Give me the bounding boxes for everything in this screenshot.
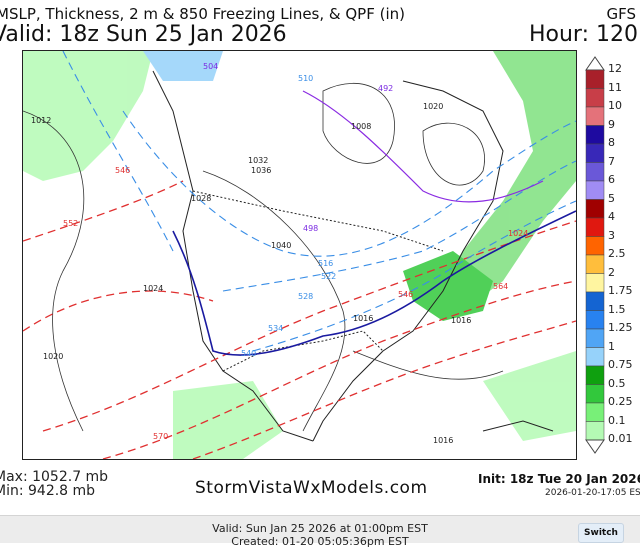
thickness-label: 564 — [493, 282, 508, 291]
pressure-label: 1016 — [433, 436, 453, 445]
thickness-label: 510 — [298, 74, 313, 83]
colorbar-label: 1.75 — [608, 284, 633, 297]
colorbar-swatch — [585, 421, 605, 441]
weather-map: 1012 1016 1020 1024 1028 1032 1036 1040 … — [22, 50, 577, 460]
min-pressure: Min: 942.8 mb — [0, 483, 96, 499]
colorbar-label: 2 — [608, 265, 615, 279]
forecast-hour: Hour: 120 — [528, 22, 638, 47]
colorbar-label: 7 — [608, 154, 615, 168]
colorbar-swatch — [585, 328, 605, 348]
colorbar-label: 12 — [608, 62, 622, 75]
pressure-label: 1028 — [191, 194, 211, 203]
colorbar-swatch — [585, 106, 605, 126]
colorbar-label: 10 — [608, 99, 622, 112]
map-title: MSLP, Thickness, 2 m & 850 Freezing Line… — [0, 5, 405, 23]
colorbar-swatch — [585, 69, 605, 89]
thickness-label: 534 — [268, 324, 283, 333]
pressure-label: 1016 — [451, 316, 471, 325]
pressure-label: 1032 — [248, 156, 268, 165]
pressure-label: 1016 — [353, 314, 373, 323]
colorbar-bottom-arrow — [585, 439, 605, 454]
pressure-label: 1008 — [351, 122, 371, 131]
colorbar-swatch — [585, 291, 605, 311]
colorbar-label: 3 — [608, 228, 615, 242]
colorbar-label: 0.1 — [608, 413, 626, 427]
colorbar-label: 0.01 — [608, 432, 633, 445]
colorbar-swatch — [585, 402, 605, 422]
colorbar-swatch — [585, 162, 605, 182]
colorbar-label: 0.5 — [608, 376, 626, 390]
thickness-label: 570 — [153, 432, 168, 441]
thickness-label: 516 — [318, 259, 333, 268]
brand-name: StormVistaWxModels.com — [195, 478, 428, 498]
bottom-info-bar — [0, 515, 640, 543]
colorbar-label: 5 — [608, 191, 615, 205]
bottom-valid-time: Valid: Sun Jan 25 2026 at 01:00pm EST — [212, 522, 428, 535]
colorbar-swatch — [585, 236, 605, 256]
colorbar-swatch — [585, 180, 605, 200]
colorbar-swatch — [585, 254, 605, 274]
pressure-label: 1040 — [271, 241, 291, 250]
pressure-label: 1020 — [43, 352, 63, 361]
colorbar-label: 6 — [608, 173, 615, 186]
pressure-label: 1012 — [31, 116, 51, 125]
pressure-label: 1024 — [143, 284, 163, 293]
init-time: Init: 18z Tue 20 Jan 2026 — [478, 472, 640, 486]
colorbar-label: 0.25 — [608, 395, 633, 408]
thickness-red — [22, 180, 577, 460]
colorbar-label: 8 — [608, 136, 615, 149]
colorbar-swatch — [585, 384, 605, 404]
qpf-colorbar — [585, 55, 605, 464]
freezing-line-2m — [302, 90, 544, 203]
colorbar-label: 1 — [608, 339, 615, 353]
generated-timestamp: 2026-01-20-17:05 EST — [545, 488, 640, 498]
colorbar-label: 4 — [608, 210, 615, 223]
colorbar-swatch — [585, 125, 605, 145]
thickness-label: 540 — [241, 349, 256, 358]
max-pressure: Max: 1052.7 mb — [0, 469, 109, 485]
colorbar-label: 0.75 — [608, 358, 633, 371]
colorbar-swatch — [585, 273, 605, 293]
colorbar-swatch — [585, 199, 605, 219]
coastlines — [152, 70, 554, 442]
thickness-label: 492 — [378, 84, 393, 93]
colorbar-label: 2.5 — [608, 247, 626, 260]
thickness-label: 528 — [298, 292, 313, 301]
colorbar-label: 11 — [608, 80, 622, 94]
thickness-label: 546 — [115, 166, 130, 175]
thickness-label: 504 — [203, 62, 218, 71]
isobars — [22, 82, 504, 432]
colorbar-swatch — [585, 217, 605, 237]
pressure-label: 1036 — [251, 166, 271, 175]
qpf-shading — [23, 51, 576, 459]
thickness-label: 498 — [303, 224, 318, 233]
thickness-label: 522 — [321, 272, 336, 281]
freezing-line-850 — [172, 210, 577, 356]
pressure-label: 1020 — [423, 102, 443, 111]
colorbar-label: 9 — [608, 117, 615, 131]
colorbar-swatch — [585, 365, 605, 385]
thickness-label: 552 — [63, 219, 78, 228]
colorbar-label: 1.5 — [608, 302, 626, 316]
colorbar-label: 1.25 — [608, 321, 633, 334]
colorbar-swatch — [585, 88, 605, 108]
colorbar-swatch — [585, 347, 605, 367]
thickness-label: 1024 — [508, 229, 528, 238]
colorbar-swatch — [585, 310, 605, 330]
colorbar-top-arrow — [585, 56, 605, 71]
colorbar-swatch — [585, 143, 605, 163]
valid-time: Valid: 18z Sun 25 Jan 2026 — [0, 22, 287, 47]
switch-button[interactable]: Switch — [578, 523, 624, 543]
thickness-label: 546 — [398, 290, 413, 299]
model-name: GFS — [606, 5, 636, 23]
